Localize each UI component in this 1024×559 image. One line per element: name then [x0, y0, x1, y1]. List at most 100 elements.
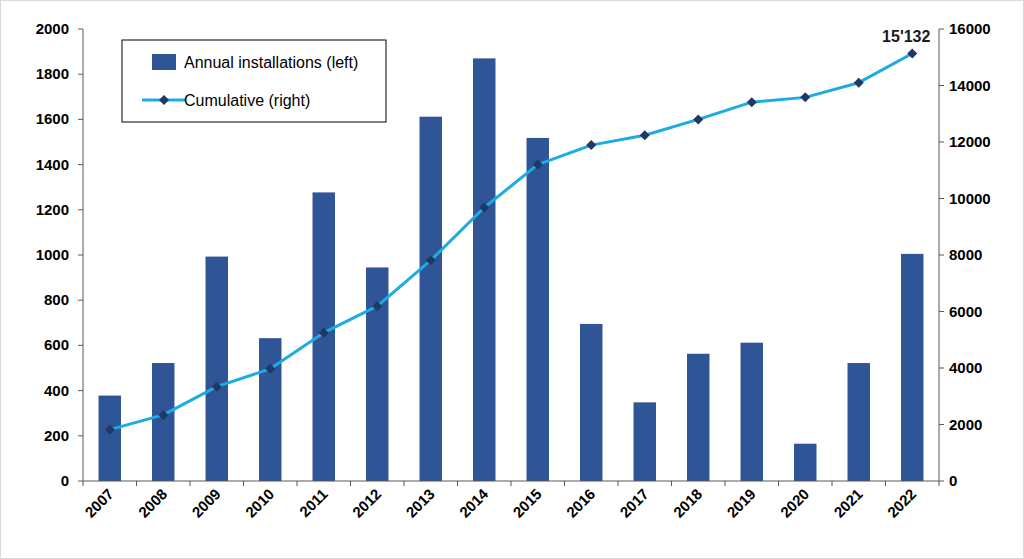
- bar: [206, 257, 228, 481]
- y2-tick: [939, 255, 944, 256]
- y-tick-label: 0: [61, 472, 69, 489]
- x-tick: [725, 481, 726, 486]
- y2-tick-label: 14000: [949, 77, 991, 94]
- y-tick: [78, 209, 83, 210]
- x-tick: [243, 481, 244, 486]
- bar: [580, 324, 602, 481]
- x-tick-label: 2015: [509, 485, 545, 521]
- y-tick-label: 1600: [36, 110, 69, 127]
- y-tick: [78, 300, 83, 301]
- y-tick: [78, 29, 83, 30]
- legend-label: Annual installations (left): [184, 54, 358, 71]
- y-tick-label: 1400: [36, 156, 69, 173]
- legend-label: Cumulative (right): [184, 92, 310, 109]
- bar: [420, 117, 442, 481]
- x-tick-label: 2013: [402, 485, 438, 521]
- x-tick-label: 2019: [723, 485, 759, 521]
- x-tick: [350, 481, 351, 486]
- x-tick-label: 2012: [349, 485, 385, 521]
- bar: [794, 444, 816, 481]
- y2-tick: [939, 311, 944, 312]
- marker: [854, 78, 864, 88]
- x-tick-label: 2007: [81, 485, 117, 521]
- x-tick: [885, 481, 886, 486]
- marker: [372, 301, 382, 311]
- y-tick-label: 1000: [36, 246, 69, 263]
- marker: [800, 92, 810, 102]
- y2-tick-label: 2000: [949, 416, 982, 433]
- x-tick-label: 2017: [616, 485, 652, 521]
- chart: 15'1320200400600800100012001400160018002…: [0, 0, 1024, 559]
- marker: [105, 425, 115, 435]
- bar: [152, 363, 174, 481]
- marker: [586, 140, 596, 150]
- x-tick-label: 2009: [188, 485, 224, 521]
- y-tick: [78, 164, 83, 165]
- y2-tick: [939, 142, 944, 143]
- x-tick: [939, 481, 940, 486]
- y-tick: [78, 255, 83, 256]
- x-tick: [618, 481, 619, 486]
- x-tick: [671, 481, 672, 486]
- data-label: 15'132: [882, 28, 930, 45]
- bar: [473, 58, 495, 481]
- y-tick-label: 800: [44, 291, 69, 308]
- y-tick: [78, 390, 83, 391]
- y-tick: [78, 435, 83, 436]
- marker: [693, 114, 703, 124]
- y-tick-label: 2000: [36, 20, 69, 37]
- x-tick-label: 2014: [456, 485, 492, 521]
- y2-tick-label: 10000: [949, 190, 991, 207]
- bar: [99, 396, 121, 481]
- x-tick: [778, 481, 779, 486]
- x-tick: [136, 481, 137, 486]
- x-tick: [564, 481, 565, 486]
- x-tick: [457, 481, 458, 486]
- y2-tick: [939, 198, 944, 199]
- chart-frame: [1, 1, 1024, 559]
- x-tick: [190, 481, 191, 486]
- x-tick-label: 2022: [884, 485, 920, 521]
- bar: [687, 354, 709, 481]
- marker: [747, 97, 757, 107]
- x-tick: [297, 481, 298, 486]
- y-tick-label: 400: [44, 382, 69, 399]
- marker: [479, 203, 489, 213]
- x-tick-label: 2010: [242, 485, 278, 521]
- y2-tick-label: 6000: [949, 303, 982, 320]
- y-tick: [78, 345, 83, 346]
- x-tick-label: 2011: [296, 485, 331, 520]
- marker: [533, 160, 543, 170]
- legend-box: [122, 40, 386, 122]
- y2-tick: [939, 29, 944, 30]
- y2-tick-label: 12000: [949, 133, 991, 150]
- marker: [319, 328, 329, 338]
- bar: [634, 402, 656, 481]
- bar: [741, 343, 763, 481]
- y-tick: [78, 481, 83, 482]
- x-tick-label: 2020: [777, 485, 813, 521]
- legend-marker: [159, 95, 169, 105]
- y2-tick: [939, 481, 944, 482]
- bar: [901, 254, 923, 481]
- bar: [259, 338, 281, 481]
- x-tick: [83, 481, 84, 486]
- y2-tick: [939, 85, 944, 86]
- marker: [158, 410, 168, 420]
- y-tick-label: 1800: [36, 65, 69, 82]
- x-tick-label: 2018: [670, 485, 706, 521]
- y2-tick: [939, 368, 944, 369]
- x-tick: [832, 481, 833, 486]
- legend: Annual installations (left) Cumulative (r…: [122, 40, 386, 122]
- marker: [426, 255, 436, 265]
- marker: [265, 364, 275, 374]
- x-tick-label: 2021: [830, 485, 866, 521]
- y2-tick-label: 8000: [949, 246, 982, 263]
- x-tick: [404, 481, 405, 486]
- marker: [907, 49, 917, 59]
- y-tick: [78, 74, 83, 75]
- y2-tick-label: 4000: [949, 359, 982, 376]
- legend-swatch: [152, 54, 176, 70]
- y-tick-label: 600: [44, 336, 69, 353]
- y2-tick-label: 0: [949, 472, 957, 489]
